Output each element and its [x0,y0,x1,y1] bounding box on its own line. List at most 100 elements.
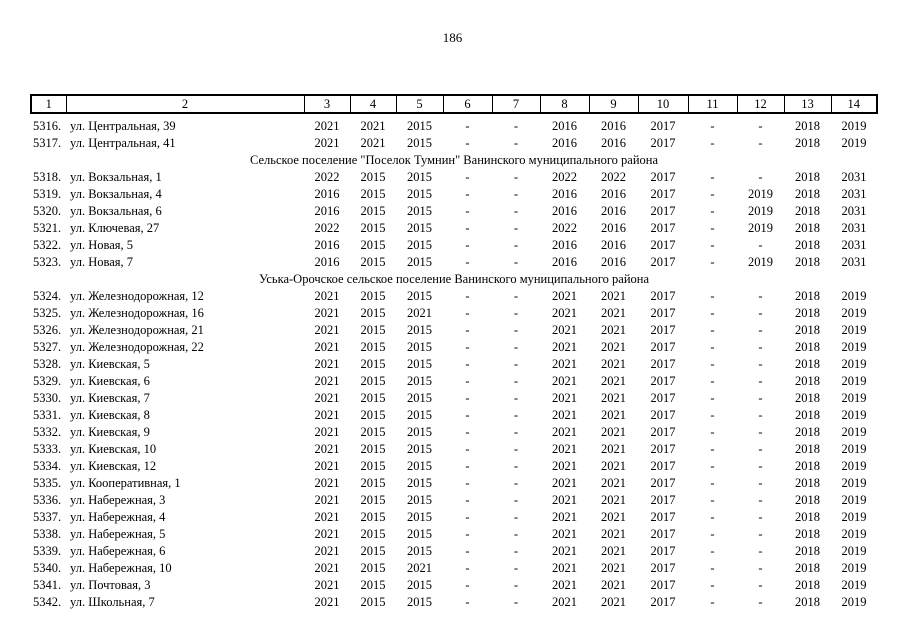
year-value: - [513,510,519,524]
year-value: 2017 [650,357,676,371]
year-value: - [758,170,763,184]
year-value: 2015 [360,340,386,354]
year-value: 2031 [841,221,867,235]
year-value: 2021 [314,595,340,609]
year-value: 2021 [601,493,626,507]
year-value: 2015 [360,221,386,235]
year-value: 2021 [601,510,626,524]
row-number: 5340. [33,561,62,575]
row-number: 5335. [33,476,62,490]
year-value: - [758,476,763,490]
year-value: - [710,408,715,422]
section-header-row: Сельское поселение "Поселок Тумнин" Вани… [31,152,877,169]
year-value: 2016 [601,119,626,133]
year-value: 2021 [601,561,626,575]
street-address: ул. Киевская, 9 [70,425,150,439]
street-address: ул. Набережная, 3 [70,493,166,507]
table-row: 5324. ул. Железнодорожная, 12 2021 2015 2015… [31,288,877,305]
year-value: 2019 [841,527,867,541]
year-value: - [710,442,715,456]
year-value: 2016 [552,255,577,269]
row-number: 5322. [33,238,62,252]
table-row: 5340. ул. Набережная, 10 2021 2015 2021 - - 202… [31,560,877,577]
year-value: 2031 [841,170,867,184]
year-value: 2021 [601,340,626,354]
year-value: 2016 [314,187,340,201]
street-address: ул. Кооперативная, 1 [70,476,181,490]
year-value: - [465,221,470,235]
year-value: - [710,238,715,252]
year-value: - [513,595,519,609]
row-number: 5331. [33,408,62,422]
row-number: 5338. [33,527,62,541]
year-value: 2021 [601,527,626,541]
year-value: 2021 [407,306,432,320]
year-value: - [710,425,715,439]
street-address: ул. Школьная, 7 [70,595,155,609]
table-row: 5322. ул. Новая, 5 2016 2015 2015 - - 2016 2016 2… [31,237,877,254]
year-value: 2019 [841,561,867,575]
year-value: 2015 [407,323,432,337]
year-value: 2019 [841,510,867,524]
year-value: 2021 [314,119,340,133]
year-value: 2019 [841,544,867,558]
year-value: 2018 [795,459,820,473]
year-value: 2021 [314,289,340,303]
year-value: 2019 [748,204,773,218]
street-address: ул. Железнодорожная, 22 [70,340,204,354]
year-value: 2022 [552,221,577,235]
year-value: 2015 [407,221,432,235]
year-value: 2018 [795,340,820,354]
year-value: 2031 [841,238,867,252]
year-value: 2021 [552,408,577,422]
year-value: 2017 [650,306,676,320]
table-row: 5341. ул. Почтовая, 3 2021 2015 2015 - - 2021 20… [31,577,877,594]
year-value: - [465,136,470,150]
year-value: 2021 [601,374,626,388]
year-value: 2021 [552,578,577,592]
year-value: 2019 [841,136,867,150]
year-value: - [513,442,519,456]
year-value: 2015 [407,442,432,456]
year-value: - [465,527,470,541]
row-number: 5337. [33,510,62,524]
street-address: ул. Набережная, 6 [70,544,166,558]
year-value: - [513,238,519,252]
table-row: 5319. ул. Вокзальная, 4 2016 2015 2015 - - 2016… [31,186,877,203]
year-value: 2021 [314,357,340,371]
year-value: - [513,561,519,575]
year-value: 2021 [552,323,577,337]
year-value: 2021 [314,391,340,405]
year-value: 2022 [314,221,340,235]
row-number: 5336. [33,493,62,507]
row-number: 5325. [33,306,62,320]
year-value: 2018 [795,255,820,269]
street-address: ул. Набережная, 5 [70,527,166,541]
row-number: 5324. [33,289,62,303]
year-value: - [513,425,519,439]
year-value: 2015 [407,238,432,252]
year-value: 2016 [552,119,577,133]
table-row: 5332. ул. Киевская, 9 2021 2015 2015 - - 2021 20… [31,424,877,441]
year-value: - [465,289,470,303]
year-value: 2017 [650,425,676,439]
year-value: - [710,544,715,558]
street-address: ул. Центральная, 41 [70,136,176,150]
column-header: 8 [539,94,590,114]
year-value: 2021 [360,136,386,150]
year-value: 2015 [360,442,386,456]
year-value: 2021 [552,357,577,371]
year-value: - [465,510,470,524]
column-header: 13 [783,94,832,114]
year-value: - [465,204,470,218]
year-value: - [758,459,763,473]
year-value: 2015 [360,255,386,269]
year-value: - [465,119,470,133]
year-value: - [710,561,715,575]
year-value: 2015 [360,170,386,184]
year-value: 2017 [650,374,676,388]
year-value: - [758,238,763,252]
year-value: 2021 [314,408,340,422]
year-value: - [758,340,763,354]
year-value: 2021 [314,459,340,473]
